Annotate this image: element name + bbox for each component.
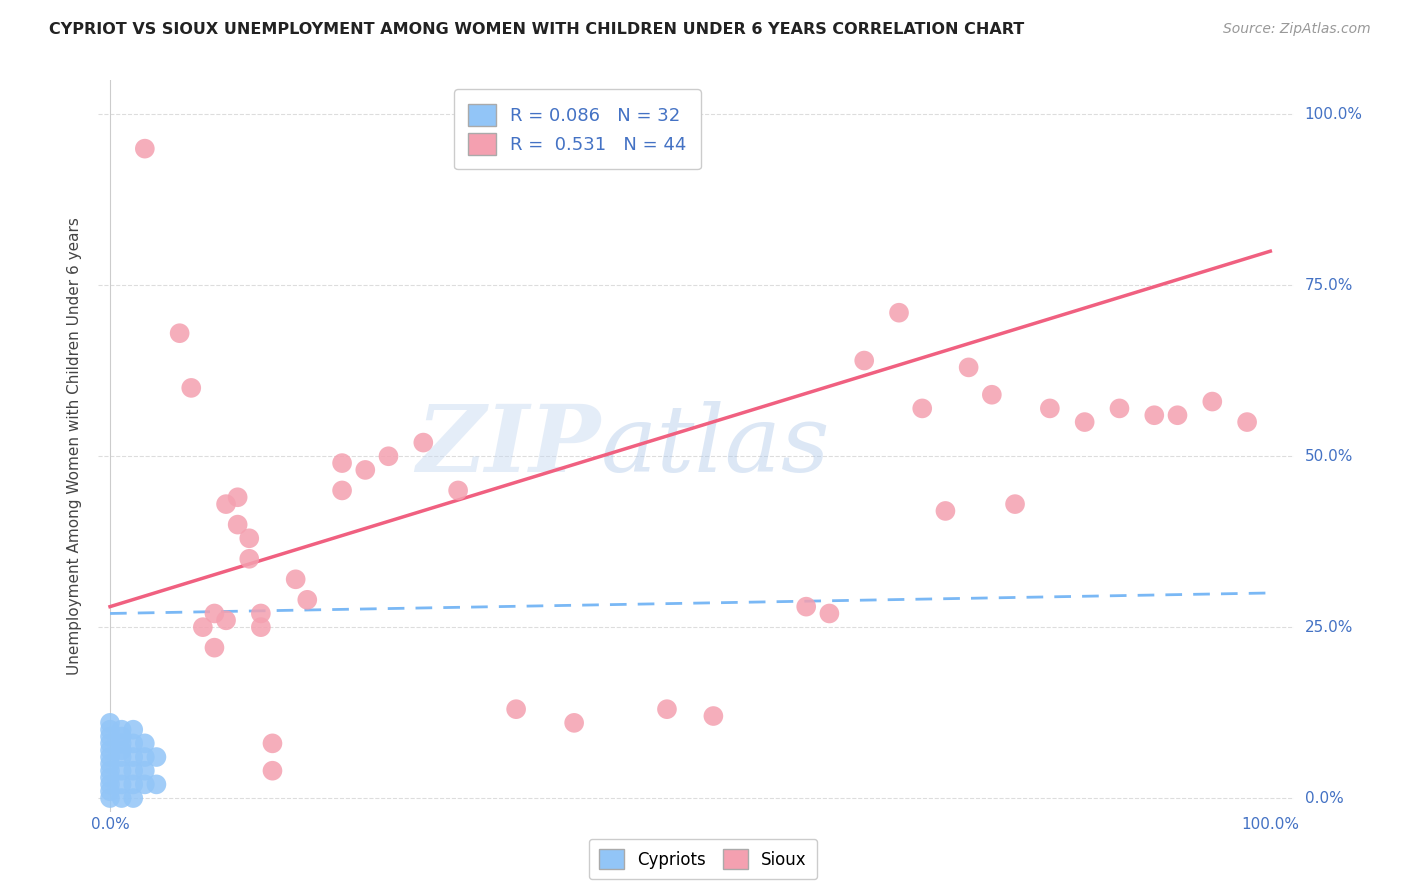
Point — [238, 531, 260, 545]
Point — [911, 401, 934, 416]
Point — [204, 640, 226, 655]
Point — [98, 771, 121, 785]
Point — [957, 360, 980, 375]
Point — [122, 750, 145, 764]
Point — [111, 750, 134, 764]
Text: CYPRIOT VS SIOUX UNEMPLOYMENT AMONG WOMEN WITH CHILDREN UNDER 6 YEARS CORRELATIO: CYPRIOT VS SIOUX UNEMPLOYMENT AMONG WOME… — [49, 22, 1025, 37]
Point — [145, 777, 167, 791]
Point — [297, 592, 319, 607]
Point — [98, 791, 121, 805]
Point — [98, 743, 121, 757]
Point — [215, 497, 238, 511]
Point — [226, 517, 249, 532]
Point — [111, 791, 134, 805]
Point — [980, 388, 1002, 402]
Point — [934, 504, 956, 518]
Point — [1201, 394, 1223, 409]
Point — [122, 723, 145, 737]
Point — [134, 736, 156, 750]
Point — [111, 777, 134, 791]
Point — [98, 777, 121, 791]
Point — [250, 620, 273, 634]
Point — [447, 483, 470, 498]
Point — [134, 142, 156, 156]
Point — [98, 730, 121, 744]
Point — [98, 784, 121, 798]
Point — [354, 463, 377, 477]
Point — [330, 456, 353, 470]
Point — [284, 572, 307, 586]
Point — [180, 381, 202, 395]
Point — [238, 551, 260, 566]
Text: 75.0%: 75.0% — [1305, 277, 1353, 293]
Point — [145, 750, 167, 764]
Point — [818, 607, 841, 621]
Point — [169, 326, 191, 341]
Point — [655, 702, 678, 716]
Point — [377, 449, 399, 463]
Point — [111, 736, 134, 750]
Point — [1073, 415, 1095, 429]
Y-axis label: Unemployment Among Women with Children Under 6 years: Unemployment Among Women with Children U… — [67, 217, 83, 675]
Point — [134, 750, 156, 764]
Point — [226, 490, 249, 504]
Point — [98, 764, 121, 778]
Point — [215, 613, 238, 627]
Point — [562, 715, 585, 730]
Point — [122, 777, 145, 791]
Point — [122, 764, 145, 778]
Point — [98, 736, 121, 750]
Point — [853, 353, 876, 368]
Point — [1236, 415, 1258, 429]
Point — [111, 723, 134, 737]
Point — [111, 743, 134, 757]
Text: 100.0%: 100.0% — [1305, 107, 1362, 122]
Point — [98, 750, 121, 764]
Point — [98, 756, 121, 771]
Point — [122, 736, 145, 750]
Point — [204, 607, 226, 621]
Point — [262, 736, 284, 750]
Legend: R = 0.086   N = 32, R =  0.531   N = 44: R = 0.086 N = 32, R = 0.531 N = 44 — [454, 89, 700, 169]
Point — [98, 715, 121, 730]
Point — [134, 764, 156, 778]
Point — [887, 306, 910, 320]
Point — [111, 764, 134, 778]
Point — [262, 764, 284, 778]
Text: ZIP: ZIP — [416, 401, 600, 491]
Text: atlas: atlas — [600, 401, 830, 491]
Point — [505, 702, 527, 716]
Point — [1108, 401, 1130, 416]
Text: 50.0%: 50.0% — [1305, 449, 1353, 464]
Point — [1039, 401, 1062, 416]
Point — [111, 730, 134, 744]
Point — [134, 777, 156, 791]
Point — [1143, 409, 1166, 423]
Point — [794, 599, 817, 614]
Point — [330, 483, 353, 498]
Text: 0.0%: 0.0% — [1305, 790, 1343, 805]
Point — [1166, 409, 1188, 423]
Text: Source: ZipAtlas.com: Source: ZipAtlas.com — [1223, 22, 1371, 37]
Point — [702, 709, 724, 723]
Point — [191, 620, 214, 634]
Point — [1004, 497, 1026, 511]
Point — [412, 435, 434, 450]
Legend: Cypriots, Sioux: Cypriots, Sioux — [589, 838, 817, 880]
Text: 25.0%: 25.0% — [1305, 620, 1353, 634]
Point — [250, 607, 273, 621]
Point — [98, 723, 121, 737]
Point — [122, 791, 145, 805]
